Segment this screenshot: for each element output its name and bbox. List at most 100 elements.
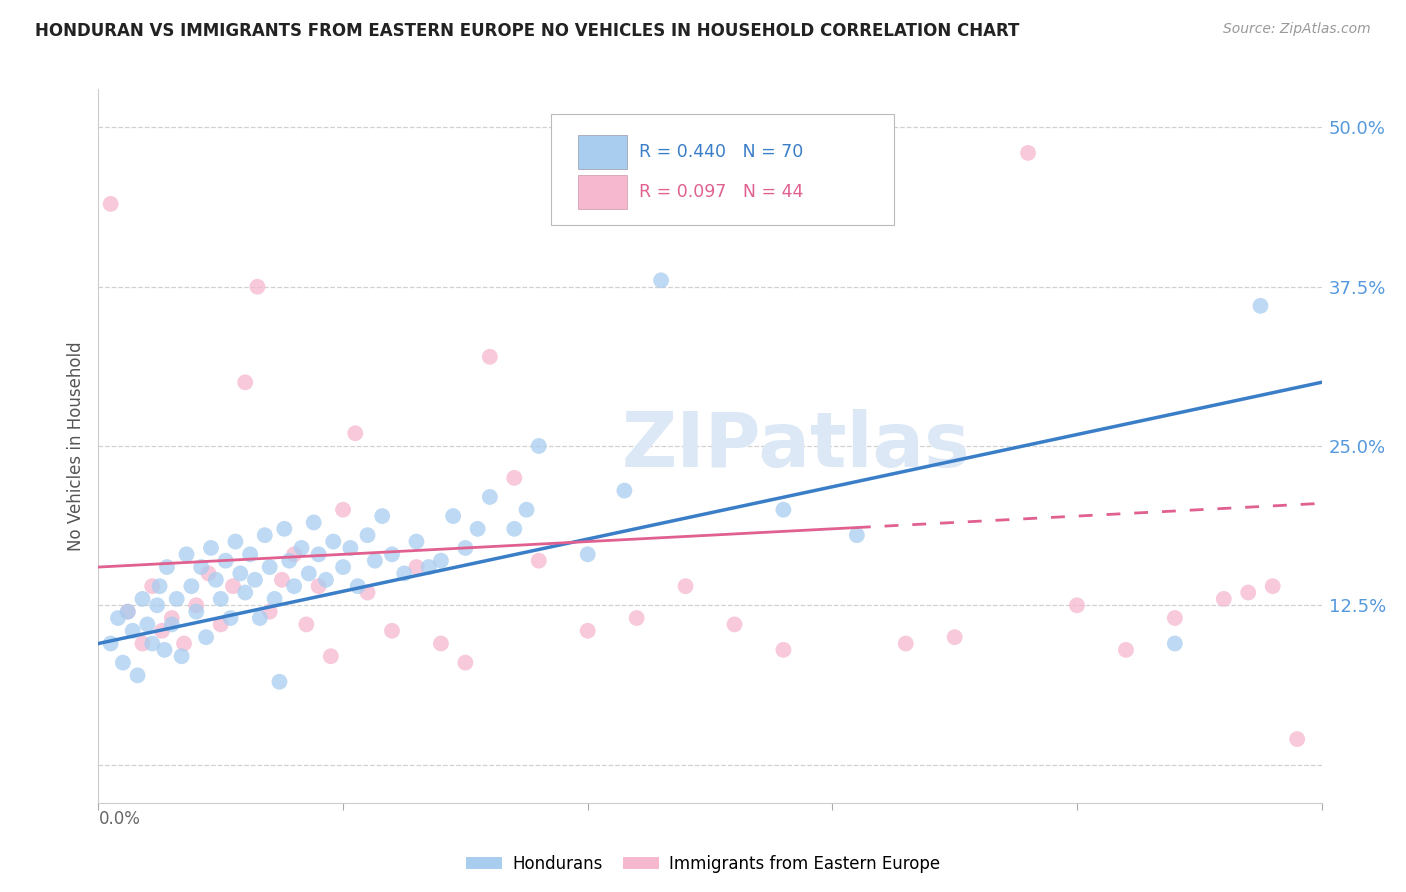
Point xyxy=(675,579,697,593)
Point xyxy=(405,534,427,549)
Point xyxy=(160,617,183,632)
Point xyxy=(180,579,202,593)
Point xyxy=(131,636,153,650)
Point xyxy=(253,528,276,542)
Point xyxy=(229,566,252,581)
Point xyxy=(290,541,312,555)
Point xyxy=(772,502,794,516)
Point xyxy=(246,279,269,293)
Point xyxy=(723,617,745,632)
Point xyxy=(239,547,262,561)
Point xyxy=(146,599,169,613)
Point xyxy=(1249,299,1271,313)
Point xyxy=(295,617,318,632)
Point xyxy=(381,624,404,638)
Text: HONDURAN VS IMMIGRANTS FROM EASTERN EUROPE NO VEHICLES IN HOUSEHOLD CORRELATION : HONDURAN VS IMMIGRANTS FROM EASTERN EURO… xyxy=(35,22,1019,40)
Point xyxy=(117,605,139,619)
Point xyxy=(136,617,159,632)
Point xyxy=(845,528,868,542)
Point xyxy=(131,591,153,606)
Point xyxy=(243,573,266,587)
Point xyxy=(527,439,550,453)
Point xyxy=(1066,599,1088,613)
Point xyxy=(200,541,222,555)
Point xyxy=(1212,591,1234,606)
Point xyxy=(222,579,245,593)
Point xyxy=(270,573,294,587)
Point xyxy=(1164,636,1187,650)
FancyBboxPatch shape xyxy=(578,175,627,209)
Point xyxy=(405,560,427,574)
Text: R = 0.097   N = 44: R = 0.097 N = 44 xyxy=(640,183,803,201)
Point xyxy=(263,591,285,606)
Point xyxy=(156,560,179,574)
Point xyxy=(209,591,232,606)
Point xyxy=(298,566,321,581)
Point xyxy=(117,605,139,619)
Point xyxy=(141,636,163,650)
Point xyxy=(454,541,477,555)
Point xyxy=(219,611,242,625)
Point xyxy=(1261,579,1284,593)
Point xyxy=(478,350,501,364)
Legend: Hondurans, Immigrants from Eastern Europe: Hondurans, Immigrants from Eastern Europ… xyxy=(458,848,948,880)
Point xyxy=(1237,585,1260,599)
Point xyxy=(176,547,198,561)
Point xyxy=(381,547,404,561)
Point xyxy=(467,522,489,536)
Point xyxy=(332,502,354,516)
Point xyxy=(170,649,193,664)
Text: R = 0.440   N = 70: R = 0.440 N = 70 xyxy=(640,143,803,161)
Point xyxy=(894,636,917,650)
Point xyxy=(121,624,143,638)
Point xyxy=(190,560,212,574)
Point xyxy=(278,554,301,568)
Point xyxy=(339,541,361,555)
Point xyxy=(308,579,330,593)
Point xyxy=(503,522,526,536)
Point xyxy=(392,566,416,581)
Y-axis label: No Vehicles in Household: No Vehicles in Household xyxy=(66,341,84,551)
Point xyxy=(107,611,129,625)
Point xyxy=(454,656,477,670)
Point xyxy=(283,579,305,593)
Point xyxy=(626,611,648,625)
Point xyxy=(259,560,281,574)
Point xyxy=(308,547,330,561)
Point xyxy=(149,579,172,593)
Point xyxy=(322,534,344,549)
Point xyxy=(772,643,794,657)
Point xyxy=(576,624,599,638)
Point xyxy=(197,566,219,581)
Point xyxy=(418,560,440,574)
Point xyxy=(576,547,599,561)
Point xyxy=(344,426,367,441)
Point xyxy=(273,522,295,536)
Point xyxy=(233,376,256,390)
Point xyxy=(283,547,305,561)
Point xyxy=(1286,732,1309,747)
Point xyxy=(364,554,387,568)
Point xyxy=(153,643,176,657)
Point xyxy=(173,636,195,650)
Point xyxy=(430,554,453,568)
FancyBboxPatch shape xyxy=(551,114,894,225)
Point xyxy=(141,579,163,593)
Point xyxy=(166,591,188,606)
Point xyxy=(515,502,537,516)
Point xyxy=(150,624,173,638)
Point xyxy=(100,197,122,211)
Point xyxy=(1017,145,1039,160)
Point xyxy=(503,471,526,485)
Point xyxy=(233,585,256,599)
Point xyxy=(186,599,208,613)
Point xyxy=(249,611,271,625)
Point xyxy=(319,649,342,664)
Point xyxy=(195,630,218,644)
Text: 0.0%: 0.0% xyxy=(98,810,141,828)
Point xyxy=(943,630,966,644)
Point xyxy=(315,573,337,587)
Point xyxy=(356,585,378,599)
Point xyxy=(332,560,354,574)
Point xyxy=(302,516,325,530)
